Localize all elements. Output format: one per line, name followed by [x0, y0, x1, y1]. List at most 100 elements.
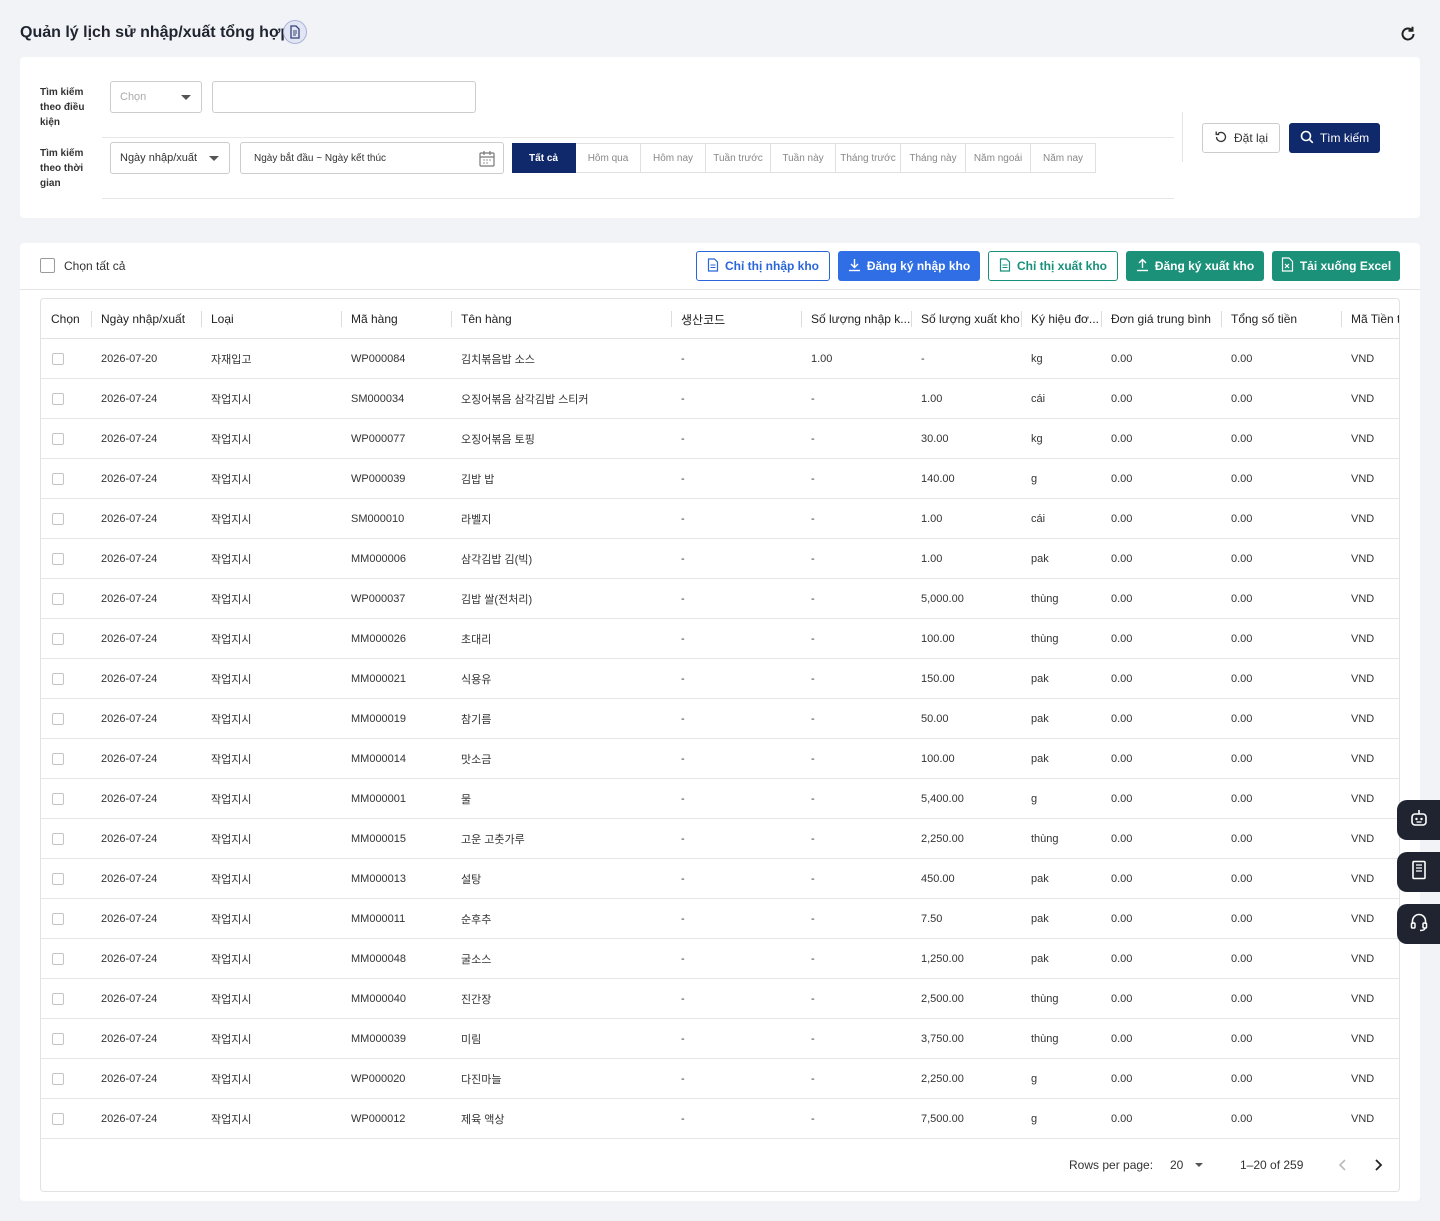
- column-divider[interactable]: [201, 311, 202, 327]
- row-checkbox[interactable]: [52, 673, 64, 685]
- row-checkbox[interactable]: [52, 633, 64, 645]
- table-row[interactable]: 2026-07-24 작업지시 MM000006 삼각김밥 김(빅) - - 1.00 pak…: [41, 539, 1399, 579]
- row-checkbox[interactable]: [52, 873, 64, 885]
- cell-item-name: 제육 액상: [461, 1114, 505, 1126]
- column-divider[interactable]: [341, 311, 342, 327]
- column-divider[interactable]: [911, 311, 912, 327]
- row-checkbox[interactable]: [52, 713, 64, 725]
- download-excel-button[interactable]: Tải xuống Excel: [1272, 251, 1400, 281]
- row-checkbox[interactable]: [52, 353, 64, 365]
- cell-outbound-qty: 50.00: [921, 713, 949, 725]
- outbound-order-button[interactable]: Chỉ thị xuất kho: [988, 251, 1118, 281]
- inbound-register-button[interactable]: Đăng ký nhập kho: [838, 251, 980, 281]
- col-total-amount[interactable]: Tổng số tiền: [1231, 312, 1298, 326]
- table-row[interactable]: 2026-07-24 작업지시 MM000014 맛소금 - - 100.00 pak 0.00…: [41, 739, 1399, 779]
- cell-production-code: -: [681, 913, 685, 925]
- next-page-button[interactable]: [1368, 1155, 1388, 1175]
- row-checkbox[interactable]: [52, 833, 64, 845]
- document-icon[interactable]: [283, 20, 307, 44]
- row-checkbox[interactable]: [52, 593, 64, 605]
- col-production-code[interactable]: 생산코드: [681, 312, 726, 327]
- period-last-year[interactable]: Năm ngoái: [966, 143, 1031, 173]
- table-row[interactable]: 2026-07-24 작업지시 WP000077 오징어볶음 토핑 - - 30.00 kg 0…: [41, 419, 1399, 459]
- refresh-icon[interactable]: [1396, 22, 1420, 46]
- cell-inbound-qty: -: [811, 953, 815, 965]
- table-row[interactable]: 2026-07-24 작업지시 MM000019 참기름 - - 50.00 pak 0.00 0…: [41, 699, 1399, 739]
- period-this-year[interactable]: Năm nay: [1031, 143, 1096, 173]
- date-type-select[interactable]: Ngày nhập/xuất: [110, 142, 230, 174]
- table-row[interactable]: 2026-07-24 작업지시 MM000001 물 - - 5,400.00 g 0.00 0.…: [41, 779, 1399, 819]
- col-select[interactable]: Chọn: [51, 312, 80, 326]
- period-last-month[interactable]: Tháng trước: [836, 143, 901, 173]
- col-type[interactable]: Loại: [211, 312, 234, 326]
- condition-select[interactable]: Chọn: [110, 81, 202, 113]
- row-checkbox[interactable]: [52, 553, 64, 565]
- column-divider[interactable]: [1221, 311, 1222, 327]
- cell-avg-price: 0.00: [1111, 673, 1133, 685]
- period-today[interactable]: Hôm nay: [641, 143, 706, 173]
- period-this-month[interactable]: Tháng này: [901, 143, 966, 173]
- column-divider[interactable]: [451, 311, 452, 327]
- table-row[interactable]: 2026-07-24 작업지시 WP000039 김밥 밥 - - 140.00 g 0.00 0…: [41, 459, 1399, 499]
- col-item-code[interactable]: Mã hàng: [351, 312, 398, 326]
- column-divider[interactable]: [91, 311, 92, 327]
- table-row[interactable]: 2026-07-24 작업지시 MM000011 순후추 - - 7.50 pak 0.00 0.…: [41, 899, 1399, 939]
- condition-search-input[interactable]: [212, 81, 476, 113]
- table-row[interactable]: 2026-07-24 작업지시 SM000034 오징어볶음 삼각김밥 스티커 - - 1.…: [41, 379, 1399, 419]
- prev-page-button[interactable]: [1333, 1155, 1353, 1175]
- outbound-register-button[interactable]: Đăng ký xuất kho: [1126, 251, 1264, 281]
- row-checkbox[interactable]: [52, 1073, 64, 1085]
- table-row[interactable]: 2026-07-24 작업지시 MM000021 식용유 - - 150.00 pak 0.00…: [41, 659, 1399, 699]
- table-row[interactable]: 2026-07-24 작업지시 WP000012 제육 액상 - - 7,500.00 g 0.…: [41, 1099, 1399, 1139]
- table-row[interactable]: 2026-07-20 자재입고 WP000084 김치볶음밥 소스 - 1.00 - kg 0.…: [41, 339, 1399, 379]
- col-item-name[interactable]: Tên hàng: [461, 312, 512, 326]
- table-row[interactable]: 2026-07-24 작업지시 MM000040 진간장 - - 2,500.00 thùng…: [41, 979, 1399, 1019]
- support-button[interactable]: [1397, 904, 1440, 944]
- inbound-order-button[interactable]: Chỉ thị nhập kho: [696, 251, 830, 281]
- row-checkbox[interactable]: [52, 953, 64, 965]
- col-outbound-qty[interactable]: Số lượng xuất kho: [921, 312, 1020, 326]
- column-divider[interactable]: [1341, 311, 1342, 327]
- col-currency[interactable]: Mã Tiền tệ: [1351, 312, 1399, 326]
- row-checkbox[interactable]: [52, 1033, 64, 1045]
- row-checkbox[interactable]: [52, 913, 64, 925]
- period-last-week[interactable]: Tuần trước: [706, 143, 771, 173]
- column-divider[interactable]: [1101, 311, 1102, 327]
- row-checkbox[interactable]: [52, 513, 64, 525]
- table-row[interactable]: 2026-07-24 작업지시 MM000013 설탕 - - 450.00 pak 0.00 0…: [41, 859, 1399, 899]
- table-row[interactable]: 2026-07-24 작업지시 MM000048 굴소스 - - 1,250.00 pak 0.…: [41, 939, 1399, 979]
- date-range-picker[interactable]: Ngày bắt đầu ~ Ngày kết thúc: [240, 142, 504, 174]
- row-checkbox[interactable]: [52, 793, 64, 805]
- manual-button[interactable]: [1397, 852, 1440, 892]
- column-divider[interactable]: [801, 311, 802, 327]
- row-checkbox[interactable]: [52, 393, 64, 405]
- table-row[interactable]: 2026-07-24 작업지시 MM000015 고운 고춧가루 - - 2,250.00 t…: [41, 819, 1399, 859]
- chatbot-button[interactable]: [1397, 800, 1440, 840]
- col-date[interactable]: Ngày nhập/xuất: [101, 312, 186, 326]
- row-checkbox[interactable]: [52, 473, 64, 485]
- rows-per-page-select[interactable]: 20: [1170, 1156, 1210, 1174]
- search-button[interactable]: Tìm kiếm: [1289, 123, 1380, 153]
- col-unit[interactable]: Ký hiệu đơ...: [1031, 312, 1099, 326]
- column-divider[interactable]: [671, 311, 672, 327]
- table-row[interactable]: 2026-07-24 작업지시 WP000020 다진마늘 - - 2,250.00 g 0.0…: [41, 1059, 1399, 1099]
- col-avg-price[interactable]: Đơn giá trung bình: [1111, 312, 1211, 326]
- table-row[interactable]: 2026-07-24 작업지시 MM000026 초대리 - - 100.00 thùng 0.…: [41, 619, 1399, 659]
- column-divider[interactable]: [1021, 311, 1022, 327]
- row-checkbox[interactable]: [52, 433, 64, 445]
- period-this-week[interactable]: Tuần này: [771, 143, 836, 173]
- table-row[interactable]: 2026-07-24 작업지시 WP000037 김밥 쌀(전처리) - - 5,000.0…: [41, 579, 1399, 619]
- table-row[interactable]: 2026-07-24 작업지시 MM000039 미림 - - 3,750.00 thùng 0…: [41, 1019, 1399, 1059]
- select-all-checkbox[interactable]: [40, 258, 55, 273]
- period-all[interactable]: Tất cả: [512, 143, 576, 173]
- reset-button[interactable]: Đặt lại: [1202, 123, 1280, 153]
- table-row[interactable]: 2026-07-24 작업지시 SM000010 라벨지 - - 1.00 cái 0.00 0.…: [41, 499, 1399, 539]
- col-inbound-qty[interactable]: Số lượng nhập k...: [811, 312, 911, 326]
- select-all[interactable]: Chọn tất cả: [40, 258, 125, 273]
- row-checkbox[interactable]: [52, 753, 64, 765]
- row-checkbox[interactable]: [52, 993, 64, 1005]
- row-checkbox[interactable]: [52, 1113, 64, 1125]
- period-yesterday[interactable]: Hôm qua: [576, 143, 641, 173]
- cell-inbound-qty: -: [811, 833, 815, 845]
- cell-item-code: MM000006: [351, 553, 407, 565]
